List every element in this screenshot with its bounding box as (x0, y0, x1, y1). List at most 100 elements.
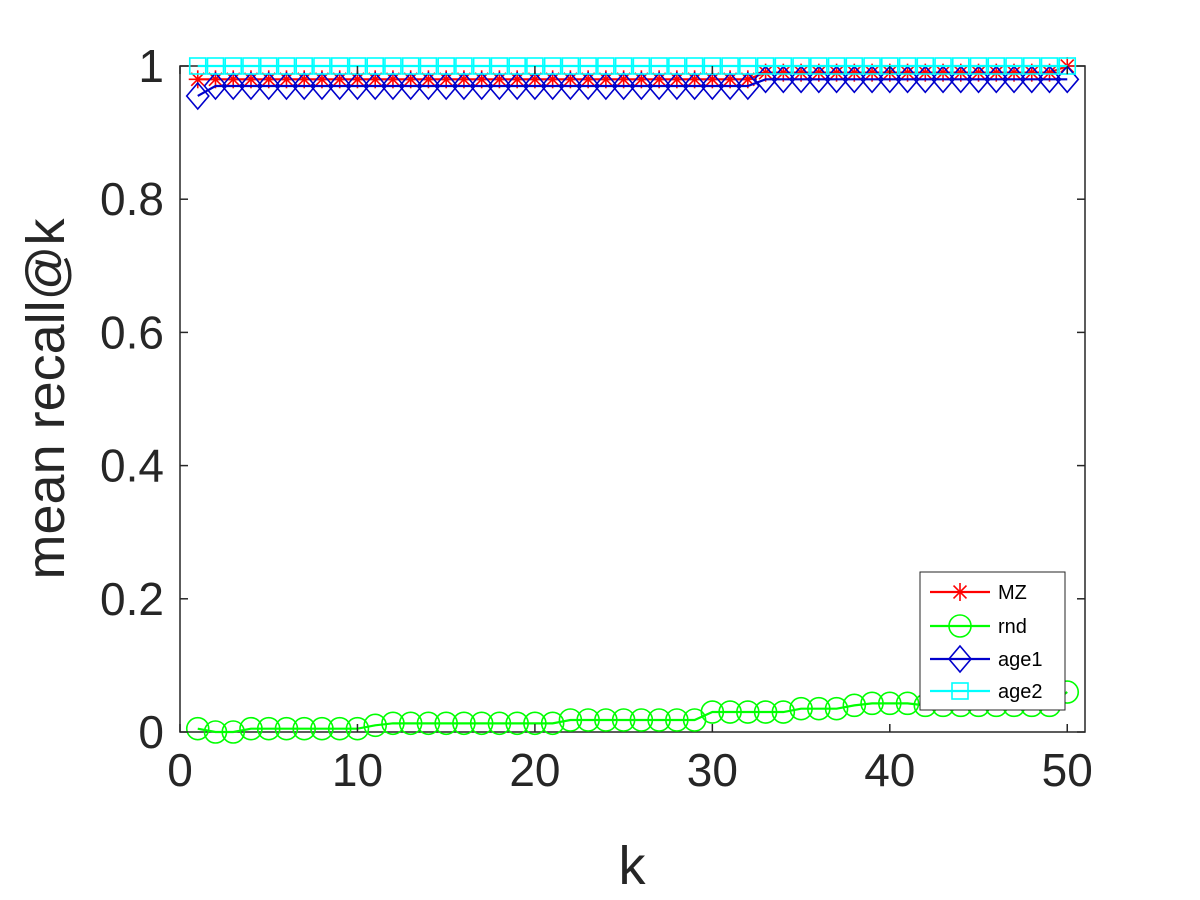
data-point-age1 (842, 65, 867, 94)
y-tick-label: 0.4 (100, 440, 164, 492)
data-point-age1 (629, 71, 654, 101)
data-point-rnd (505, 711, 529, 736)
data-point-age1 (664, 71, 689, 101)
data-point-rnd (540, 711, 565, 736)
data-point-age1 (576, 71, 601, 101)
data-point-age1 (948, 65, 973, 94)
data-point-rnd (274, 716, 299, 741)
data-point-age2 (898, 57, 917, 75)
data-point-age2 (401, 57, 420, 75)
legend-entry-rnd: rnd (930, 614, 1027, 638)
data-point-age2 (863, 57, 881, 75)
legend-entry-MZ: MZ (930, 582, 1027, 604)
legend-marker-icon (947, 644, 973, 674)
data-point-rnd (753, 700, 778, 724)
data-point-age2 (561, 57, 580, 75)
data-point-age2 (419, 57, 438, 75)
data-point-age1 (451, 71, 477, 101)
data-point-age2 (792, 57, 810, 75)
x-axis-title: k (619, 836, 647, 896)
data-point-rnd (718, 700, 742, 724)
data-point-age2 (721, 57, 739, 75)
legend-label: rnd (998, 616, 1027, 638)
data-point-age2 (1022, 57, 1041, 75)
data-point-age1 (647, 71, 672, 101)
data-point-age2 (366, 57, 384, 75)
legend-entry-age2: age2 (930, 681, 1043, 703)
data-point-rnd (824, 696, 849, 721)
data-point-age2 (951, 57, 970, 75)
data-point-age2 (756, 57, 775, 75)
data-point-age2 (188, 57, 207, 75)
data-point-age1 (522, 71, 548, 101)
data-point-rnd (700, 700, 725, 724)
data-point-age2 (472, 57, 491, 75)
data-point-age1 (611, 71, 636, 101)
data-point-rnd (842, 693, 867, 718)
data-point-rnd (487, 711, 512, 736)
data-point-age2 (206, 57, 225, 75)
data-point-age2 (650, 57, 668, 75)
data-point-rnd (203, 720, 228, 744)
data-point-age2 (1040, 57, 1059, 75)
data-point-rnd (611, 708, 636, 732)
ticks-layer: 0 10 20 30 40 50 0 0.2 0.4 0.6 0.8 1 (100, 40, 1093, 796)
data-point-rnd (416, 711, 441, 736)
data-point-age1 (558, 71, 583, 101)
data-point-age1 (753, 65, 778, 94)
y-tick-label: 1 (138, 40, 164, 92)
data-point-age1 (434, 71, 459, 101)
y-tick-label: 0.6 (100, 306, 164, 358)
data-point-age2 (455, 57, 473, 75)
data-point-age1 (735, 71, 760, 101)
legend-marker-icon (951, 583, 969, 601)
data-point-rnd (345, 716, 370, 741)
x-tick-label: 20 (509, 744, 560, 796)
data-point-age2 (384, 57, 402, 75)
data-point-rnd (807, 696, 831, 721)
data-point-age1 (221, 71, 246, 101)
legend-label: MZ (998, 582, 1027, 604)
x-tick-label: 40 (864, 744, 915, 796)
data-point-age1 (203, 71, 228, 101)
data-point-age1 (345, 71, 370, 101)
data-point-age2 (739, 57, 757, 75)
data-point-rnd (221, 720, 246, 744)
data-point-age2 (969, 57, 988, 75)
data-point-rnd (185, 716, 210, 741)
legend-label: age1 (998, 649, 1043, 671)
series-age2 (188, 57, 1077, 75)
data-point-age1 (1055, 65, 1080, 94)
data-point-age1 (966, 65, 991, 94)
data-point-age2 (827, 57, 846, 75)
y-tick-label: 0.2 (100, 573, 164, 625)
data-point-age2 (259, 57, 278, 75)
data-point-age2 (490, 57, 509, 75)
y-tick-label: 0.8 (100, 173, 164, 225)
legend-label: age2 (998, 681, 1043, 703)
data-point-age1 (895, 65, 920, 94)
data-point-rnd (860, 691, 884, 716)
data-point-age1 (771, 65, 796, 94)
x-tick-label: 0 (167, 744, 193, 796)
data-point-age1 (859, 65, 885, 94)
data-point-age1 (824, 65, 849, 94)
data-point-age2 (313, 57, 331, 75)
data-point-age2 (916, 57, 935, 75)
data-point-age1 (877, 65, 902, 94)
data-point-rnd (558, 708, 583, 732)
data-point-age1 (717, 71, 743, 101)
y-axis-title: mean recall@k (16, 218, 76, 580)
data-point-age1 (540, 71, 565, 101)
legend-marker-icon (948, 614, 972, 638)
y-tick-label: 0 (138, 706, 164, 758)
data-point-rnd (327, 716, 352, 741)
data-point-age2 (224, 57, 243, 75)
data-point-age1 (380, 71, 406, 101)
data-point-rnd (363, 713, 387, 738)
data-point-age1 (505, 71, 530, 101)
data-point-age1 (1001, 65, 1027, 94)
data-point-rnd (647, 708, 671, 732)
legend: MZ rnd age1 age2 (919, 571, 1066, 711)
data-point-age2 (668, 57, 686, 75)
